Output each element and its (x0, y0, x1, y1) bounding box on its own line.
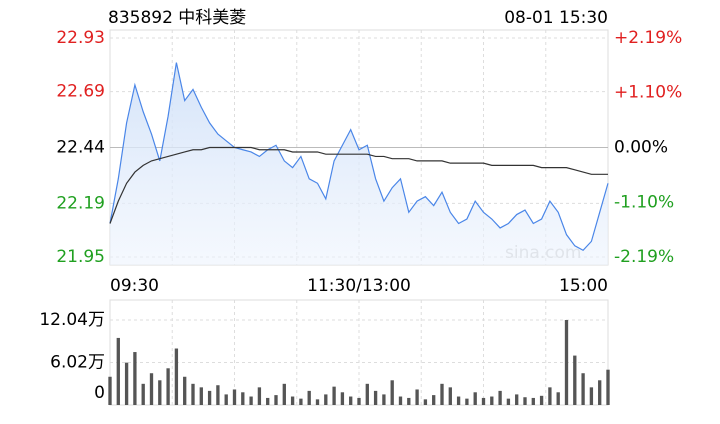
y-tick-label: 6.02万 (50, 353, 105, 373)
volume-bar (349, 396, 353, 405)
volume-bar (398, 396, 403, 405)
volume-bar (523, 397, 527, 405)
volume-bar (282, 383, 286, 405)
y-tick-label: 22.93 (56, 28, 105, 48)
y-tick-label: 22.69 (56, 82, 105, 102)
volume-bar (290, 396, 295, 405)
volume-bar (116, 337, 120, 405)
volume-bar (606, 369, 610, 405)
x-tick-label: 15:00 (559, 276, 608, 296)
volume-bar (249, 396, 253, 405)
volume-bar (548, 387, 552, 405)
volume-bar (407, 397, 411, 405)
volume-bar (191, 383, 195, 405)
series-line (109, 146, 608, 224)
y2-tick-label: 0.00% (614, 138, 668, 158)
volume-bar (573, 355, 577, 405)
volume-bar (340, 392, 345, 405)
volume-bar (373, 390, 378, 405)
volume-bar (423, 399, 428, 405)
volume-bar (440, 383, 444, 405)
volume-bar (133, 352, 137, 405)
volume-bar (531, 397, 535, 405)
volume-bar (506, 398, 511, 405)
volume-bar (465, 398, 469, 405)
volume-bar (257, 387, 262, 405)
volume-bar (166, 368, 170, 405)
volume-bar (183, 376, 187, 405)
y2-tick-label: -2.19% (614, 247, 674, 267)
volume-bar (415, 389, 419, 405)
y2-tick-label: +2.19% (614, 28, 682, 48)
volume-bar (241, 392, 245, 405)
volume-bar (199, 387, 203, 405)
volume-bar (332, 386, 336, 405)
volume-bar (315, 399, 320, 405)
volume-bar (589, 387, 594, 405)
price-area (110, 62, 608, 265)
volume-bar (108, 376, 112, 405)
volume-bar (448, 387, 452, 405)
volume-bar (324, 394, 328, 405)
chart-title: 835892 中科美菱 (108, 8, 246, 28)
volume-bar (174, 348, 179, 405)
y-tick-label: 22.44 (56, 138, 105, 158)
volume-bar (141, 383, 145, 405)
volume-bar (207, 390, 212, 405)
volume-bar (307, 390, 311, 405)
volume-bar (432, 395, 436, 405)
volume-bar (299, 398, 303, 405)
volume-bar (456, 396, 461, 405)
volume-bar (232, 389, 237, 405)
x-tick-label: 09:30 (110, 276, 159, 296)
volume-bar (498, 390, 502, 405)
volume-bar (390, 380, 394, 405)
volume-bar (581, 373, 585, 405)
volume-bar (481, 397, 486, 405)
volume-bar (490, 396, 494, 405)
y-tick-label: 12.04万 (39, 310, 105, 330)
volume-bar (124, 362, 129, 405)
series-line (109, 62, 609, 252)
volume-bar (564, 320, 569, 405)
volume-bar (357, 397, 361, 405)
x-tick-label: 11:30/13:00 (307, 276, 411, 296)
y2-tick-label: -1.10% (614, 193, 674, 213)
volume-bar (365, 383, 369, 405)
y-tick-label: 21.95 (56, 247, 105, 267)
volume-bar (515, 394, 519, 405)
volume-bar (158, 380, 162, 405)
volume-bar (274, 395, 278, 405)
volume-bar (539, 395, 544, 405)
y-tick-label: 22.19 (56, 193, 105, 213)
timestamp: 08-01 15:30 (504, 8, 608, 28)
volume-bar (556, 392, 560, 405)
y2-tick-label: +1.10% (614, 83, 682, 103)
volume-bar (149, 373, 154, 405)
volume-bar (382, 394, 386, 405)
volume-bar (224, 394, 228, 405)
volume-bar (266, 397, 270, 405)
volume-bar (216, 385, 220, 405)
y-tick-label: 0 (94, 383, 105, 403)
volume-bar (473, 392, 477, 405)
volume-bar (598, 380, 602, 405)
